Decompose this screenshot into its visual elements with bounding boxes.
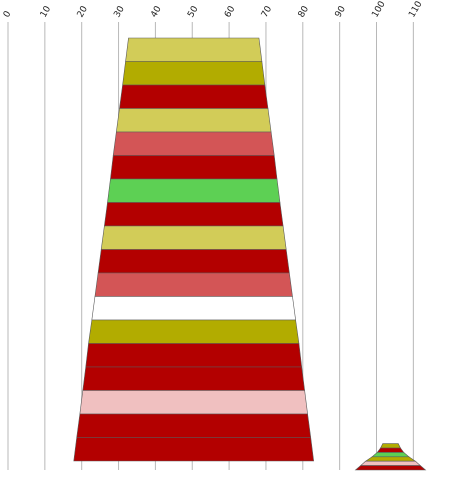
x-tick-label: 20: [76, 4, 91, 19]
funnel-1-band-13: [88, 319, 300, 344]
funnel-2-band-6: [354, 465, 427, 471]
funnel-1-band-3: [119, 84, 269, 109]
funnel-1-band-18: [73, 437, 315, 462]
funnel-1-band-4: [115, 108, 272, 133]
x-tick-label: 50: [186, 4, 201, 19]
x-tick-label: 90: [334, 4, 349, 19]
funnel-1-band-1: [125, 37, 263, 62]
funnel-1-band-10: [97, 249, 290, 274]
x-tick-label: 0: [2, 9, 14, 19]
funnel-1-band-15: [82, 366, 305, 391]
x-tick-label: 100: [370, 0, 387, 20]
funnel-1-band-17: [76, 413, 312, 438]
funnel-1-band-6: [110, 155, 278, 180]
funnel-1-band-14: [85, 343, 303, 368]
funnel-2-band-4: [364, 456, 417, 462]
funnel-2-band-1: [380, 443, 401, 449]
x-tick-label: 30: [112, 4, 127, 19]
funnel-1-band-16: [79, 390, 308, 415]
funnel-2-band-5: [359, 460, 422, 466]
x-tick-label: 70: [260, 4, 275, 19]
funnel-2-band-3: [371, 452, 410, 458]
x-tick-label: 60: [223, 4, 238, 19]
x-tick-labels: 0 10 20 30 40 50 60 70 80 90 100 110: [2, 0, 425, 20]
funnel-1-band-7: [107, 178, 281, 203]
funnel-1-band-11: [94, 272, 293, 297]
funnel-1-band-2: [122, 61, 266, 86]
funnel-1-band-5: [112, 131, 275, 156]
funnel-bands: [73, 37, 427, 471]
funnel-1-band-12: [91, 296, 296, 321]
funnel-2-band-2: [376, 447, 405, 453]
funnel-1-band-8: [104, 202, 284, 227]
x-tick-label: 80: [297, 4, 312, 19]
x-tick-label: 110: [407, 0, 424, 20]
x-tick-label: 10: [39, 4, 54, 19]
funnel-1-band-9: [100, 225, 287, 250]
x-tick-label: 40: [149, 4, 164, 19]
